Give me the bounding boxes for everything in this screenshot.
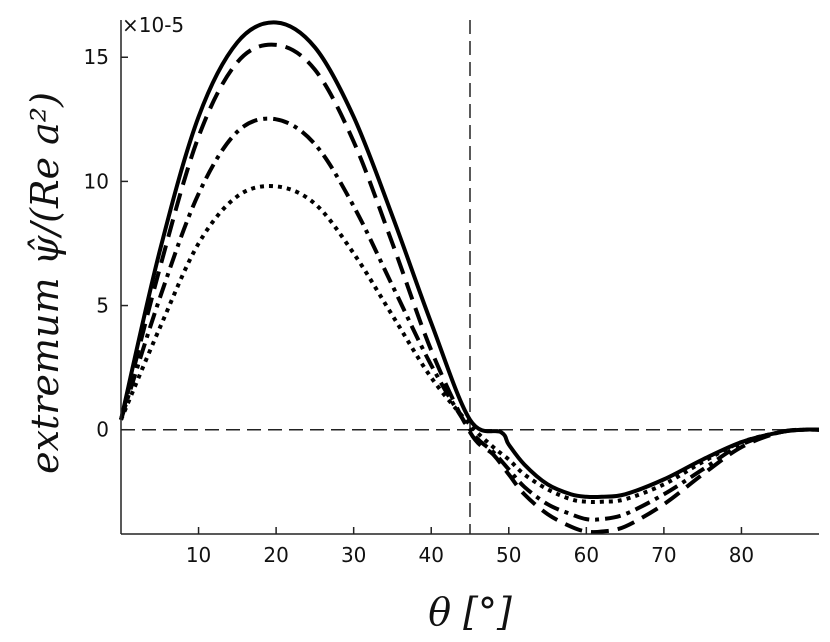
ticks: 10 20 30 40 50 60 70 80 0 5 10 15 [84, 45, 755, 567]
series-line-3-dashdot [119, 116, 820, 522]
series-layer [119, 20, 820, 535]
x-axis-label: θ [°] [428, 590, 512, 634]
x-tick-label: 30 [341, 543, 366, 567]
x-tick-label: 20 [263, 543, 288, 567]
y-multiplier-label: ×10-5 [122, 13, 184, 37]
x-tick-label: 50 [496, 543, 521, 567]
x-tick-label: 70 [651, 543, 676, 567]
x-tick-label: 80 [729, 543, 754, 567]
series-line-1-solid [119, 20, 820, 500]
series-line-2-dash [119, 42, 820, 535]
x-tick-label: 60 [574, 543, 599, 567]
y-tick-label: 0 [96, 418, 109, 442]
y-tick-label: 5 [96, 294, 109, 318]
x-tick-label: 10 [186, 543, 211, 567]
y-tick-label: 15 [84, 45, 109, 69]
y-tick-label: 10 [84, 169, 109, 193]
x-tick-label: 40 [418, 543, 443, 567]
series-line-4-dot [119, 184, 820, 505]
y-axis-label: extremum ψ̂/(Re a²) [23, 92, 67, 474]
axes [120, 20, 819, 535]
